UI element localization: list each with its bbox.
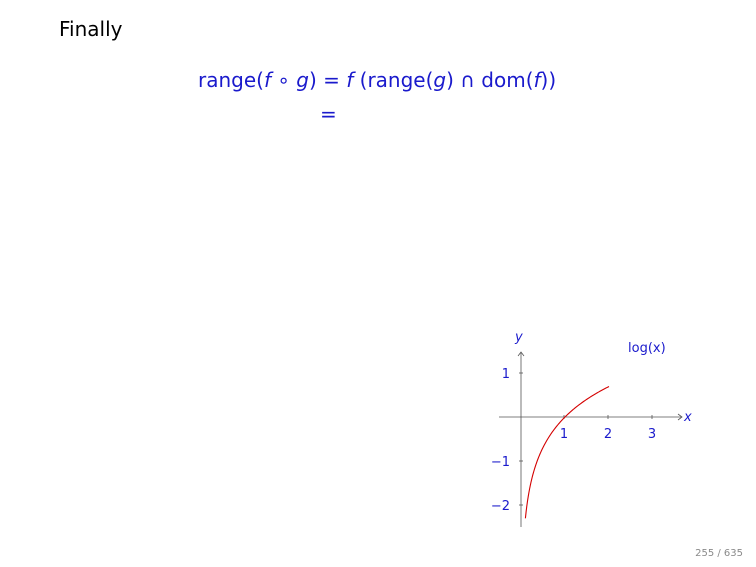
eq-f: f xyxy=(263,68,272,92)
x-tick-label-3: 3 xyxy=(648,427,656,442)
log-graph-svg: 1 2 3 1 −1 −2 x y log(x) xyxy=(491,330,692,527)
eq-rhs-f2: f xyxy=(533,68,541,92)
eq-rhs-f: f xyxy=(346,68,354,92)
x-axis-arrowhead xyxy=(677,413,683,421)
eq-compose: ∘ xyxy=(271,68,297,92)
x-tick-label-2: 2 xyxy=(604,427,612,442)
y-tick-label-minus1: −1 xyxy=(491,455,510,470)
eq-rhs-open: (range( xyxy=(353,68,434,92)
curve-label: log(x) xyxy=(628,341,666,356)
equation-line-1: range(f ∘ g) = f (range(g) ∩ dom(f)) xyxy=(198,68,556,92)
page-number: 255 / 635 xyxy=(695,548,743,559)
x-tick-label-1: 1 xyxy=(560,427,568,442)
equation-line-2: = xyxy=(320,102,337,126)
eq-equals: = xyxy=(316,68,347,92)
eq-rhs-close: )) xyxy=(540,68,557,92)
eq-rhs-g: g xyxy=(433,68,447,92)
eq-lhs-suffix: ) xyxy=(308,68,317,92)
y-axis-arrowhead xyxy=(517,351,525,357)
slide-title: Finally xyxy=(59,17,123,41)
y-tick-label-1: 1 xyxy=(502,367,510,382)
log-graph: 1 2 3 1 −1 −2 x y log(x) xyxy=(470,320,700,539)
eq-g: g xyxy=(296,68,309,92)
y-axis-label: y xyxy=(514,330,523,345)
x-axis-label: x xyxy=(683,410,692,425)
eq-lhs-prefix: range( xyxy=(198,68,264,92)
eq-rhs-cap: ) ∩ dom( xyxy=(446,68,534,92)
log-curve xyxy=(524,386,610,519)
y-tick-label-minus2: −2 xyxy=(491,499,510,514)
